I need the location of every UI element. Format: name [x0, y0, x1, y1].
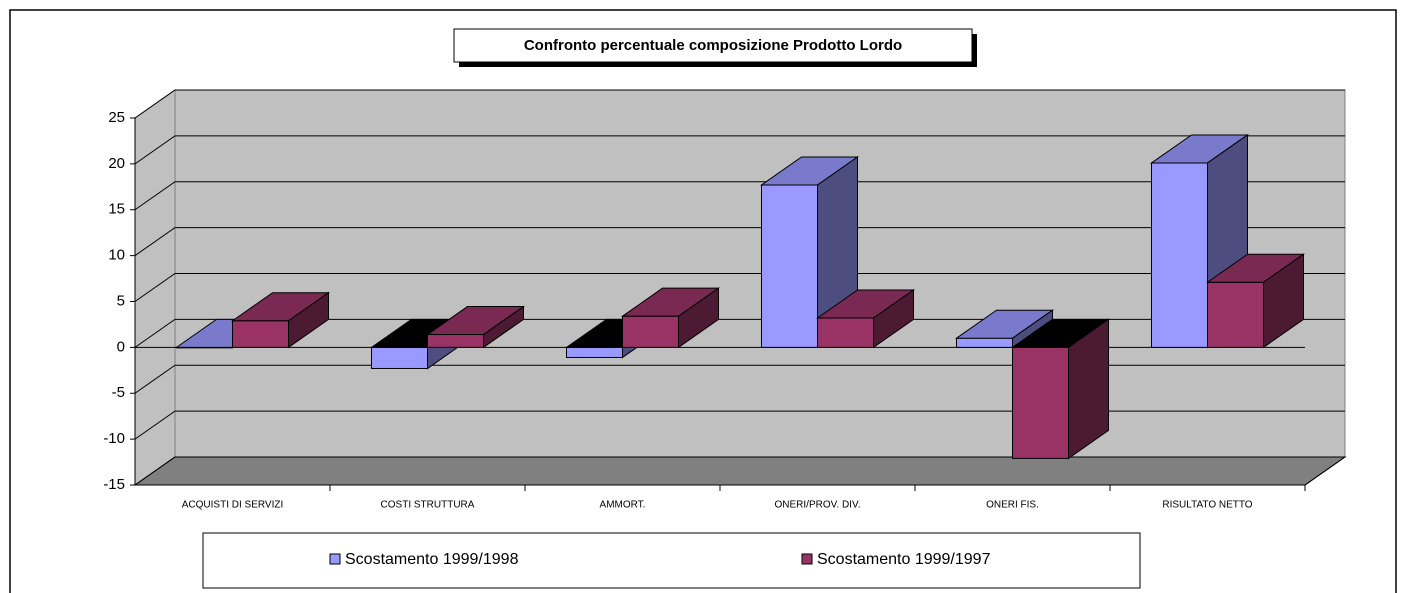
- y-tick-label: 25: [108, 109, 125, 126]
- x-tick-label: COSTI STRUTTURA: [381, 500, 475, 511]
- grid-line: [134, 227, 1345, 257]
- grid-line: [134, 273, 1345, 302]
- bar-side: [1263, 253, 1304, 349]
- bar-side: [873, 289, 914, 349]
- bar-front: [232, 320, 289, 348]
- y-tick-label: 0: [117, 338, 125, 355]
- y-tick-label: -10: [103, 430, 125, 447]
- y-tick-label: 20: [108, 155, 125, 172]
- grid-line: [134, 181, 1345, 211]
- y-tick-label: -5: [112, 384, 125, 401]
- y-tick-label: 15: [108, 201, 125, 218]
- y-tick-label: -15: [103, 476, 125, 493]
- bar-front: [1207, 281, 1264, 348]
- bar-front: [1151, 162, 1208, 348]
- title-box: [453, 28, 973, 63]
- bar-side: [1068, 318, 1109, 460]
- y-tick-label: 5: [117, 292, 125, 309]
- bar-front: [956, 337, 1013, 348]
- x-tick-label: RISULTATO NETTO: [1162, 500, 1252, 511]
- x-tick-label: AMMORT.: [600, 500, 646, 511]
- grid-line: [134, 135, 1345, 165]
- floor: [133, 456, 1347, 486]
- legend-box: [202, 532, 1141, 589]
- bar-front: [427, 334, 484, 348]
- legend-swatch: [801, 553, 813, 565]
- bar-front: [566, 346, 623, 358]
- x-tick-label: ONERI/PROV. DIV.: [775, 500, 861, 511]
- bar-side: [288, 291, 329, 349]
- grid-line: [134, 364, 1345, 394]
- floor-edge: [1304, 456, 1346, 486]
- x-tick-label: ACQUISTI DI SERVIZI: [182, 500, 284, 511]
- grid-line: [134, 318, 1345, 348]
- bar-front: [1012, 346, 1069, 459]
- bar-front: [817, 317, 874, 348]
- bar-side: [483, 305, 524, 349]
- grid-line: [134, 456, 1345, 486]
- legend-swatch: [329, 553, 341, 565]
- bar-front: [622, 315, 679, 348]
- x-tick-label: ONERI FIS.: [986, 500, 1039, 511]
- grid-line: [134, 89, 1345, 119]
- legend-label: Scostamento 1999/1997: [817, 551, 991, 568]
- chart-title: Confronto percentuale composizione Prodo…: [524, 37, 902, 54]
- bar-front: [371, 346, 428, 369]
- bar-side: [678, 287, 719, 349]
- legend-label: Scostamento 1999/1998: [345, 551, 519, 568]
- bar-front: [761, 184, 818, 348]
- grid-line: [134, 410, 1345, 440]
- y-tick-label: 10: [108, 247, 125, 264]
